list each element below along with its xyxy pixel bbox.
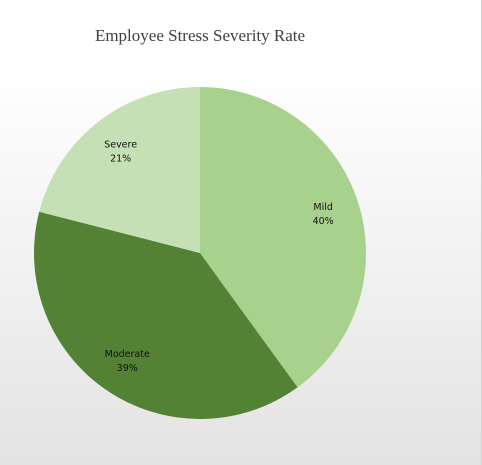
chart-title: Employee Stress Severity Rate <box>94 26 306 45</box>
pie-slices <box>33 87 366 419</box>
slice-value-mild: 40% <box>313 216 334 227</box>
slice-value-moderate: 39% <box>117 363 138 374</box>
pie-slice-moderate <box>33 211 298 419</box>
slice-label-mild: Mild <box>313 202 333 213</box>
slice-label-moderate: Moderate <box>105 349 150 360</box>
pie-slice-severe <box>39 87 200 253</box>
pie-slice-mild <box>200 87 366 388</box>
slice-label-severe: Severe <box>104 140 137 151</box>
pie-data-labels: Mild 40% Moderate 39% Severe 21% <box>104 140 334 374</box>
slice-value-severe: 21% <box>110 154 131 165</box>
